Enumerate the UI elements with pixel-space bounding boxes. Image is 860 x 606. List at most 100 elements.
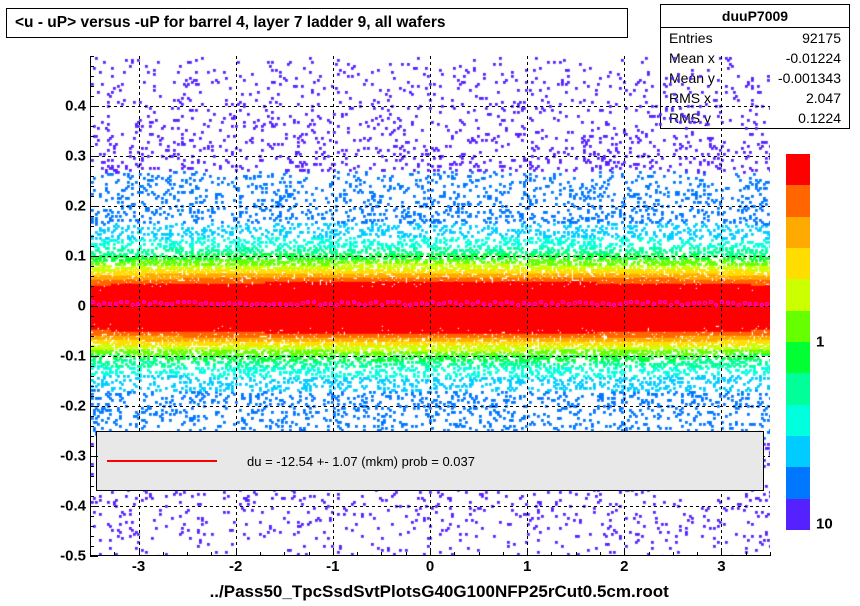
stats-value: -0.01224 <box>786 50 841 66</box>
profile-marker <box>726 301 730 305</box>
profile-marker <box>386 300 390 304</box>
profile-marker <box>397 300 401 304</box>
profile-marker <box>261 302 265 306</box>
profile-marker <box>714 303 718 307</box>
profile-marker <box>641 302 645 306</box>
profile-marker <box>329 302 333 306</box>
profile-marker <box>108 302 112 306</box>
x-tick-label: -2 <box>229 558 242 575</box>
profile-marker <box>199 302 203 306</box>
profile-marker <box>125 300 129 304</box>
profile-marker <box>216 302 220 306</box>
profile-marker <box>629 300 633 304</box>
y-tick-label: 0.1 <box>8 248 86 265</box>
plot-title-text: <u - uP> versus -uP for barrel 4, layer … <box>15 14 445 32</box>
profile-marker <box>346 301 350 305</box>
profile-marker <box>550 301 554 305</box>
profile-marker <box>476 300 480 304</box>
colorbar-segment <box>786 248 810 279</box>
x-axis-labels: -3-2-10123 <box>90 556 770 580</box>
profile-marker <box>635 300 639 304</box>
profile-marker <box>737 303 741 307</box>
profile-marker <box>403 303 407 307</box>
profile-marker <box>437 302 441 306</box>
profile-marker <box>165 302 169 306</box>
colorbar: 110 <box>786 154 810 530</box>
profile-marker <box>748 302 752 306</box>
profile-marker <box>465 300 469 304</box>
colorbar-segment <box>786 154 810 185</box>
profile-marker <box>556 303 560 307</box>
y-tick-label: 0.3 <box>8 148 86 165</box>
profile-marker <box>516 303 520 307</box>
profile-marker <box>408 303 412 307</box>
profile-marker <box>284 303 288 307</box>
colorbar-segment <box>786 499 810 530</box>
profile-marker <box>590 301 594 305</box>
colorbar-segment <box>786 405 810 436</box>
profile-marker <box>499 302 503 306</box>
colorbar-segment <box>786 185 810 216</box>
profile-marker <box>148 302 152 306</box>
profile-marker <box>675 300 679 304</box>
profile-marker <box>471 302 475 306</box>
stats-value: 92175 <box>802 30 841 46</box>
profile-marker <box>170 302 174 306</box>
stats-label: Entries <box>669 30 713 46</box>
colorbar-segment <box>786 342 810 373</box>
plot-area: du = -12.54 +- 1.07 (mkm) prob = 0.037 <box>90 56 770 556</box>
legend-text: du = -12.54 +- 1.07 (mkm) prob = 0.037 <box>247 454 475 469</box>
y-axis-labels: -0.5-0.4-0.3-0.2-0.100.10.20.30.4 <box>0 56 90 556</box>
profile-marker <box>601 301 605 305</box>
profile-marker <box>505 300 509 304</box>
profile-marker <box>539 300 543 304</box>
colorbar-segment <box>786 373 810 404</box>
profile-marker <box>720 300 724 304</box>
x-tick-label: -3 <box>132 558 145 575</box>
y-tick-label: -0.5 <box>8 548 86 565</box>
x-tick-label: 2 <box>620 558 628 575</box>
profile-marker <box>697 301 701 305</box>
x-tick-label: 0 <box>426 558 434 575</box>
stats-value: 0.1224 <box>798 110 841 126</box>
stats-value: 2.047 <box>806 90 841 106</box>
profile-marker <box>578 300 582 304</box>
profile-marker <box>510 301 514 305</box>
profile-marker <box>533 302 537 306</box>
colorbar-segment <box>786 279 810 310</box>
profile-marker <box>703 301 707 305</box>
profile-marker <box>731 301 735 305</box>
profile-marker <box>743 301 747 305</box>
colorbar-label: 1 <box>816 334 824 351</box>
y-tick-label: -0.2 <box>8 398 86 415</box>
profile-marker <box>363 303 367 307</box>
profile-marker <box>369 301 373 305</box>
profile-marker <box>142 300 146 304</box>
y-tick-label: -0.1 <box>8 348 86 365</box>
y-tick-label: 0 <box>8 298 86 315</box>
profile-marker <box>278 302 282 306</box>
profile-marker <box>182 300 186 304</box>
profile-marker <box>301 301 305 305</box>
profile-marker <box>250 303 254 307</box>
profile-marker <box>227 301 231 305</box>
profile-marker <box>318 303 322 307</box>
legend-line <box>107 460 217 462</box>
profile-marker <box>420 301 424 305</box>
profile-marker <box>272 302 276 306</box>
y-tick-label: -0.4 <box>8 498 86 515</box>
profile-marker <box>187 300 191 304</box>
profile-marker <box>335 303 339 307</box>
profile-marker <box>612 303 616 307</box>
stats-row: Entries 92175 <box>661 28 849 48</box>
x-tick-label: -1 <box>326 558 339 575</box>
colorbar-segment <box>786 311 810 342</box>
profile-marker <box>233 302 237 306</box>
y-tick-label: -0.3 <box>8 448 86 465</box>
plot-title: <u - uP> versus -uP for barrel 4, layer … <box>6 8 628 38</box>
profile-marker <box>709 300 713 304</box>
profile-marker <box>754 302 758 306</box>
fit-legend: du = -12.54 +- 1.07 (mkm) prob = 0.037 <box>96 431 764 491</box>
y-tick-label: 0.4 <box>8 98 86 115</box>
profile-marker <box>295 303 299 307</box>
